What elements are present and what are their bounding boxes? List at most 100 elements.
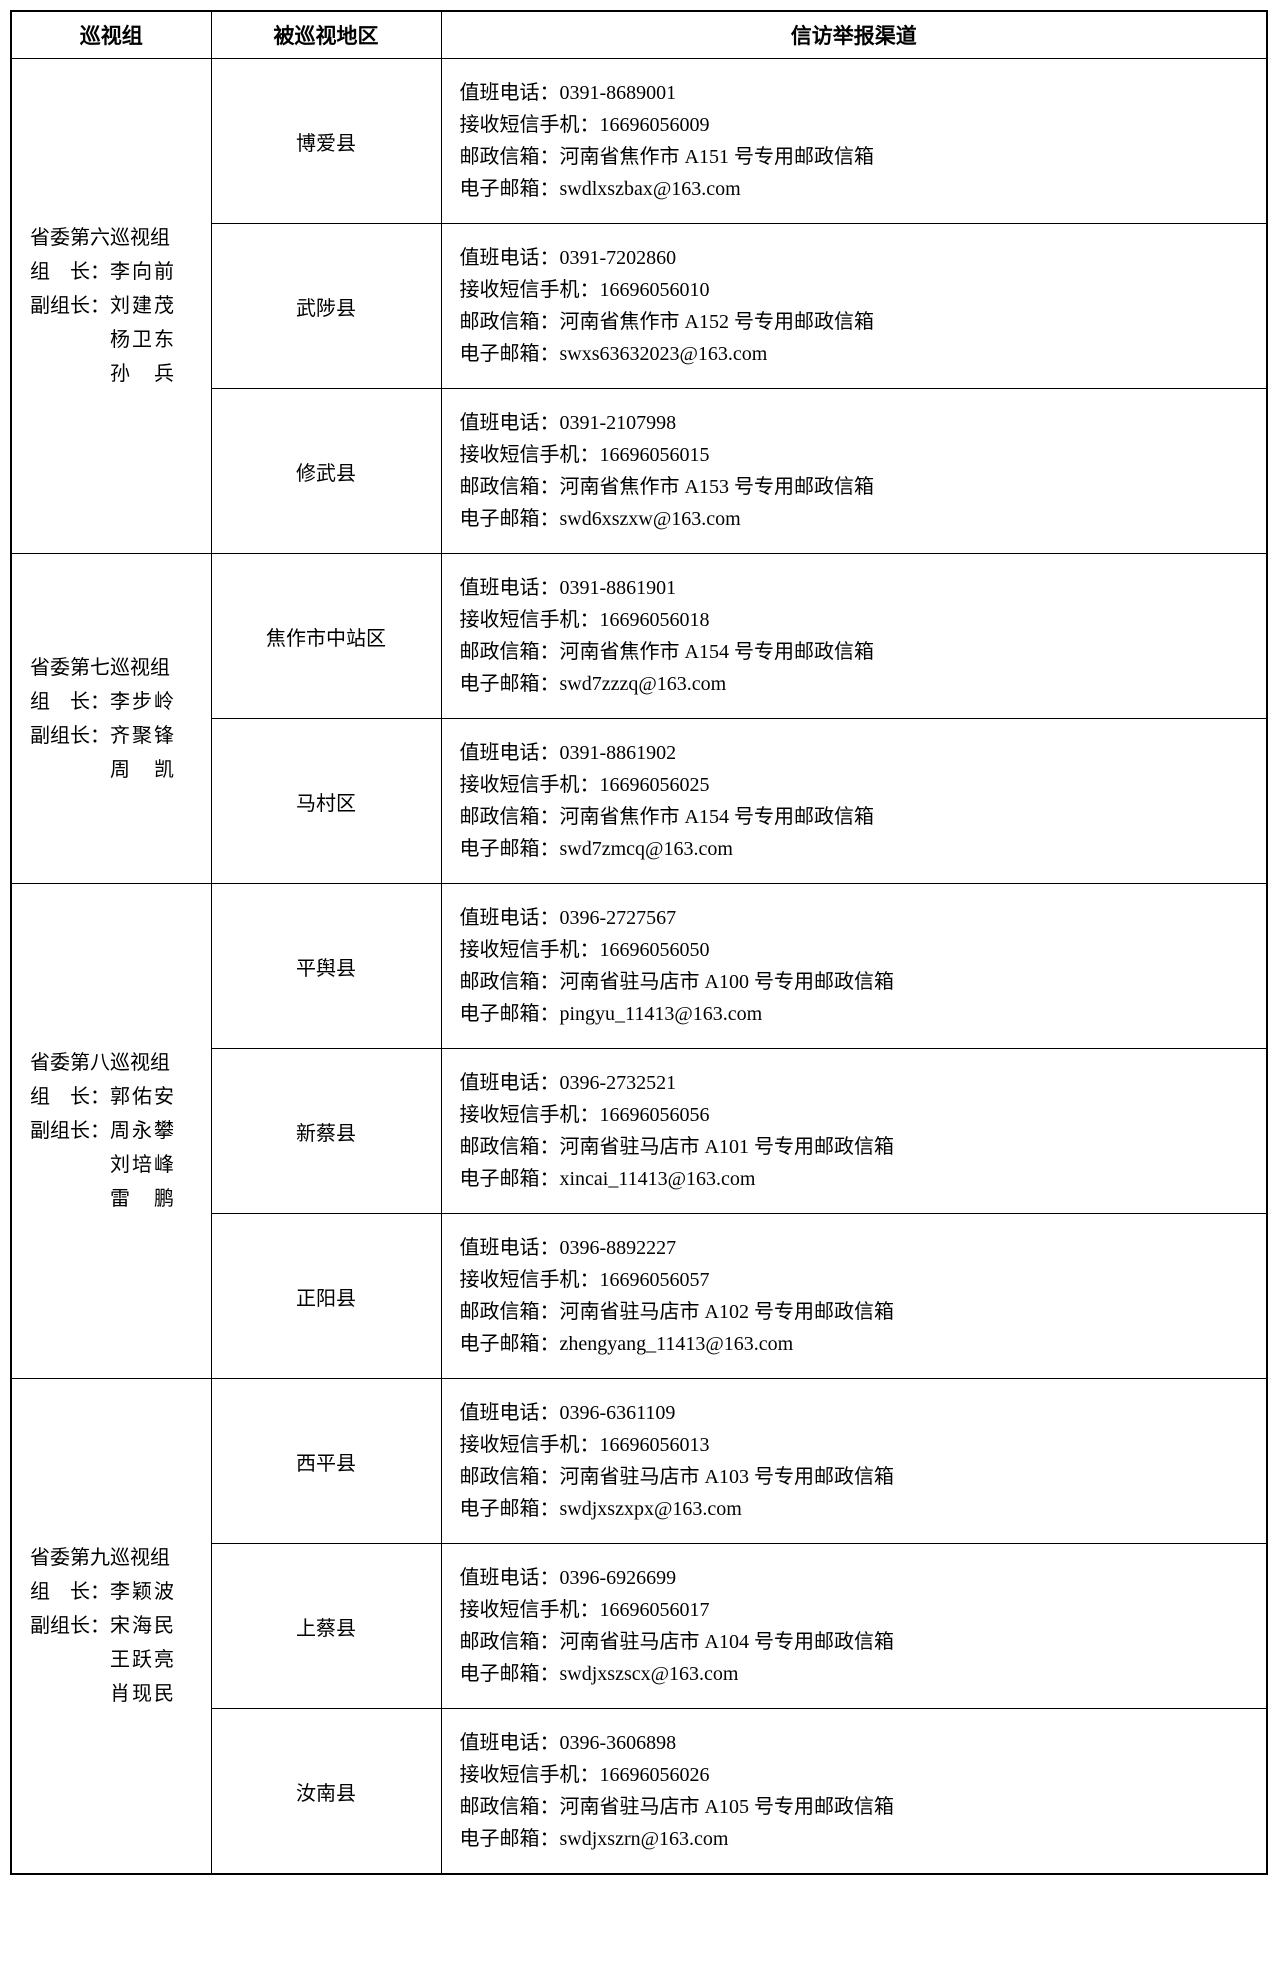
deputy-label: 副组长：	[30, 1114, 110, 1216]
channel-cell: 值班电话：0391-8861901接收短信手机：16696056018邮政信箱：…	[441, 554, 1267, 719]
deputy-row: 副组长：齐聚锋周 凯	[30, 719, 201, 787]
region-cell: 平舆县	[211, 884, 441, 1049]
leader-name: 李向前	[110, 255, 174, 289]
phone-line: 值班电话：0391-8689001	[460, 77, 1255, 109]
sms-line: 接收短信手机：16696056010	[460, 274, 1255, 306]
table-row: 省委第八巡视组组 长：郭佑安副组长：周永攀刘培峰雷 鹏平舆县值班电话：0396-…	[11, 884, 1267, 1049]
deputy-name: 王跃亮	[110, 1643, 174, 1677]
sms-line: 接收短信手机：16696056018	[460, 604, 1255, 636]
region-cell: 新蔡县	[211, 1049, 441, 1214]
channel-cell: 值班电话：0396-6926699接收短信手机：16696056017邮政信箱：…	[441, 1544, 1267, 1709]
channel-cell: 值班电话：0391-7202860接收短信手机：16696056010邮政信箱：…	[441, 224, 1267, 389]
deputy-name: 宋海民	[110, 1609, 174, 1643]
email-line: 电子邮箱：xincai_11413@163.com	[460, 1163, 1255, 1195]
sms-line: 接收短信手机：16696056017	[460, 1594, 1255, 1626]
mailbox-line: 邮政信箱：河南省驻马店市 A100 号专用邮政信箱	[460, 966, 1255, 998]
channel-cell: 值班电话：0391-2107998接收短信手机：16696056015邮政信箱：…	[441, 389, 1267, 554]
channel-cell: 值班电话：0396-8892227接收短信手机：16696056057邮政信箱：…	[441, 1214, 1267, 1379]
phone-line: 值班电话：0391-8861902	[460, 737, 1255, 769]
channel-cell: 值班电话：0396-6361109接收短信手机：16696056013邮政信箱：…	[441, 1379, 1267, 1544]
leader-label: 组 长：	[30, 685, 110, 719]
email-line: 电子邮箱：zhengyang_11413@163.com	[460, 1328, 1255, 1360]
region-cell: 修武县	[211, 389, 441, 554]
group-cell: 省委第九巡视组组 长：李颖波副组长：宋海民王跃亮肖现民	[11, 1379, 211, 1875]
sms-line: 接收短信手机：16696056013	[460, 1429, 1255, 1461]
table-row: 省委第六巡视组组 长：李向前副组长：刘建茂杨卫东孙 兵博爱县值班电话：0391-…	[11, 59, 1267, 224]
group-cell: 省委第七巡视组组 长：李步岭副组长：齐聚锋周 凯	[11, 554, 211, 884]
leader-row: 组 长：李步岭	[30, 685, 201, 719]
deputy-names: 周永攀刘培峰雷 鹏	[110, 1114, 174, 1216]
deputy-label: 副组长：	[30, 719, 110, 787]
channel-cell: 值班电话：0396-2727567接收短信手机：16696056050邮政信箱：…	[441, 884, 1267, 1049]
phone-line: 值班电话：0396-2732521	[460, 1067, 1255, 1099]
mailbox-line: 邮政信箱：河南省驻马店市 A104 号专用邮政信箱	[460, 1626, 1255, 1658]
email-line: 电子邮箱：swdjxszscx@163.com	[460, 1658, 1255, 1690]
phone-line: 值班电话：0396-3606898	[460, 1727, 1255, 1759]
phone-line: 值班电话：0396-2727567	[460, 902, 1255, 934]
deputy-name: 周 凯	[110, 753, 174, 787]
region-cell: 西平县	[211, 1379, 441, 1544]
phone-line: 值班电话：0396-6926699	[460, 1562, 1255, 1594]
leader-row: 组 长：郭佑安	[30, 1080, 201, 1114]
deputy-row: 副组长：刘建茂杨卫东孙 兵	[30, 289, 201, 391]
deputy-row: 副组长：宋海民王跃亮肖现民	[30, 1609, 201, 1711]
deputy-names: 齐聚锋周 凯	[110, 719, 174, 787]
mailbox-line: 邮政信箱：河南省驻马店市 A105 号专用邮政信箱	[460, 1791, 1255, 1823]
inspection-table: 巡视组 被巡视地区 信访举报渠道 省委第六巡视组组 长：李向前副组长：刘建茂杨卫…	[10, 10, 1268, 1875]
region-cell: 正阳县	[211, 1214, 441, 1379]
email-line: 电子邮箱：swdjxszrn@163.com	[460, 1823, 1255, 1855]
channel-cell: 值班电话：0396-3606898接收短信手机：16696056026邮政信箱：…	[441, 1709, 1267, 1875]
sms-line: 接收短信手机：16696056050	[460, 934, 1255, 966]
email-line: 电子邮箱：swd6xszxw@163.com	[460, 503, 1255, 535]
group-title: 省委第八巡视组	[30, 1046, 201, 1080]
header-group: 巡视组	[11, 11, 211, 59]
region-cell: 武陟县	[211, 224, 441, 389]
sms-line: 接收短信手机：16696056025	[460, 769, 1255, 801]
mailbox-line: 邮政信箱：河南省驻马店市 A103 号专用邮政信箱	[460, 1461, 1255, 1493]
channel-cell: 值班电话：0391-8861902接收短信手机：16696056025邮政信箱：…	[441, 719, 1267, 884]
deputy-name: 雷 鹏	[110, 1182, 174, 1216]
region-cell: 博爱县	[211, 59, 441, 224]
region-cell: 上蔡县	[211, 1544, 441, 1709]
deputy-name: 肖现民	[110, 1677, 174, 1711]
email-line: 电子邮箱：swd7zmcq@163.com	[460, 833, 1255, 865]
leader-name: 李步岭	[110, 685, 174, 719]
phone-line: 值班电话：0391-2107998	[460, 407, 1255, 439]
email-line: 电子邮箱：pingyu_11413@163.com	[460, 998, 1255, 1030]
channel-cell: 值班电话：0396-2732521接收短信手机：16696056056邮政信箱：…	[441, 1049, 1267, 1214]
table-row: 省委第七巡视组组 长：李步岭副组长：齐聚锋周 凯焦作市中站区值班电话：0391-…	[11, 554, 1267, 719]
deputy-name: 周永攀	[110, 1114, 174, 1148]
group-cell: 省委第六巡视组组 长：李向前副组长：刘建茂杨卫东孙 兵	[11, 59, 211, 554]
header-channel: 信访举报渠道	[441, 11, 1267, 59]
sms-line: 接收短信手机：16696056056	[460, 1099, 1255, 1131]
phone-line: 值班电话：0391-7202860	[460, 242, 1255, 274]
email-line: 电子邮箱：swdlxszbax@163.com	[460, 173, 1255, 205]
channel-cell: 值班电话：0391-8689001接收短信手机：16696056009邮政信箱：…	[441, 59, 1267, 224]
deputy-name: 刘建茂	[110, 289, 174, 323]
phone-line: 值班电话：0391-8861901	[460, 572, 1255, 604]
mailbox-line: 邮政信箱：河南省焦作市 A154 号专用邮政信箱	[460, 801, 1255, 833]
region-cell: 马村区	[211, 719, 441, 884]
deputy-row: 副组长：周永攀刘培峰雷 鹏	[30, 1114, 201, 1216]
region-cell: 焦作市中站区	[211, 554, 441, 719]
mailbox-line: 邮政信箱：河南省焦作市 A153 号专用邮政信箱	[460, 471, 1255, 503]
header-region: 被巡视地区	[211, 11, 441, 59]
group-title: 省委第九巡视组	[30, 1541, 201, 1575]
mailbox-line: 邮政信箱：河南省焦作市 A151 号专用邮政信箱	[460, 141, 1255, 173]
deputy-name: 刘培峰	[110, 1148, 174, 1182]
mailbox-line: 邮政信箱：河南省驻马店市 A101 号专用邮政信箱	[460, 1131, 1255, 1163]
leader-name: 李颖波	[110, 1575, 174, 1609]
leader-row: 组 长：李向前	[30, 255, 201, 289]
deputy-name: 杨卫东	[110, 323, 174, 357]
mailbox-line: 邮政信箱：河南省驻马店市 A102 号专用邮政信箱	[460, 1296, 1255, 1328]
sms-line: 接收短信手机：16696056015	[460, 439, 1255, 471]
sms-line: 接收短信手机：16696056057	[460, 1264, 1255, 1296]
leader-label: 组 长：	[30, 1080, 110, 1114]
email-line: 电子邮箱：swdjxszxpx@163.com	[460, 1493, 1255, 1525]
sms-line: 接收短信手机：16696056009	[460, 109, 1255, 141]
deputy-label: 副组长：	[30, 1609, 110, 1711]
mailbox-line: 邮政信箱：河南省焦作市 A154 号专用邮政信箱	[460, 636, 1255, 668]
sms-line: 接收短信手机：16696056026	[460, 1759, 1255, 1791]
region-cell: 汝南县	[211, 1709, 441, 1875]
leader-label: 组 长：	[30, 255, 110, 289]
